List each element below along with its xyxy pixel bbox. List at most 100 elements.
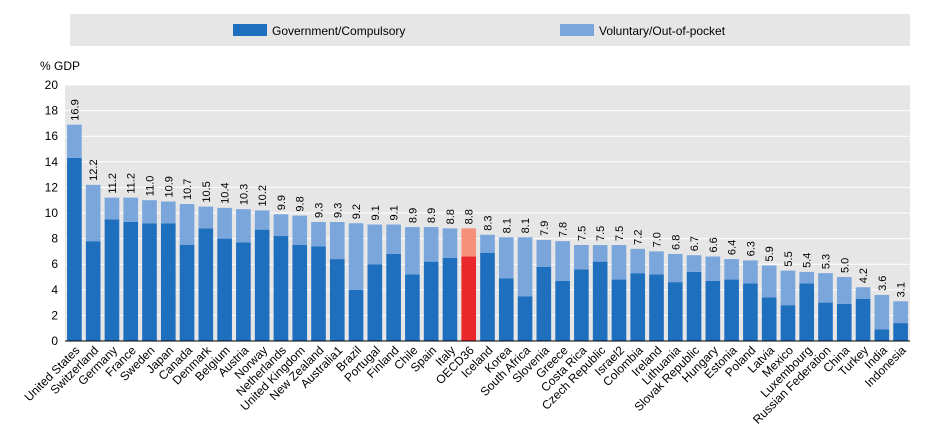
bar-voluntary-4 (123, 197, 139, 222)
bar-voluntary-16 (348, 223, 364, 290)
bar-government-32 (649, 274, 664, 341)
bar-voluntary-37 (743, 260, 758, 284)
bar-government-21 (442, 257, 458, 341)
bar-voluntary-44 (874, 294, 890, 330)
bar-voluntary-8 (198, 206, 214, 229)
value-label: 9.9 (276, 195, 288, 210)
value-label: 7.9 (539, 221, 551, 236)
legend-box (70, 14, 910, 46)
bar-government-24 (498, 278, 514, 341)
value-label: 7.2 (633, 230, 645, 245)
bar-voluntary-34 (686, 255, 702, 272)
value-label: 8.8 (445, 209, 457, 224)
bar-government-39 (780, 305, 796, 341)
value-label: 10.7 (182, 179, 194, 200)
value-label: 9.2 (351, 204, 363, 219)
y-tick-label: 8 (51, 232, 58, 246)
legend-label-voluntary: Voluntary/Out-of-pocket (599, 24, 726, 38)
value-label: 10.5 (201, 181, 213, 202)
bar-voluntary-38 (761, 265, 777, 298)
bar-government-20 (423, 261, 439, 341)
value-label: 9.8 (295, 196, 307, 211)
value-label: 5.9 (764, 246, 776, 261)
bar-government-11 (254, 229, 270, 341)
value-label: 8.1 (501, 218, 513, 233)
value-label: 4.2 (858, 268, 870, 283)
bar-voluntary-18 (386, 224, 401, 254)
bar-voluntary-43 (855, 287, 871, 299)
bar-voluntary-1 (67, 124, 82, 158)
value-label: 6.8 (670, 235, 682, 250)
bar-government-12 (273, 236, 289, 341)
bar-government-29 (592, 261, 608, 341)
value-label: 8.1 (520, 218, 532, 233)
bar-voluntary-7 (179, 204, 195, 245)
bar-voluntary-22 (461, 228, 477, 257)
y-tick-label: 18 (45, 104, 59, 118)
bar-government-6 (160, 223, 176, 341)
value-label: 8.9 (426, 208, 438, 223)
value-label: 6.3 (745, 241, 757, 256)
bar-government-17 (367, 264, 383, 341)
bar-voluntary-9 (217, 207, 232, 239)
bar-government-7 (179, 245, 195, 341)
bar-government-2 (85, 241, 101, 341)
bar-voluntary-31 (630, 248, 646, 274)
bar-government-31 (630, 273, 646, 341)
bar-government-16 (348, 289, 364, 341)
bar-government-35 (705, 280, 721, 341)
bar-voluntary-3 (104, 197, 120, 220)
value-label: 12.2 (88, 159, 100, 180)
bar-voluntary-6 (160, 201, 176, 224)
bar-voluntary-26 (536, 239, 552, 267)
legend: Government/Compulsory Voluntary/Out-of-p… (70, 14, 910, 46)
legend-swatch-voluntary (560, 24, 594, 36)
bar-voluntary-33 (667, 253, 683, 283)
y-tick-label: 0 (51, 334, 58, 348)
bar-voluntary-15 (329, 221, 345, 260)
y-tick-label: 16 (45, 129, 59, 143)
value-label: 5.4 (802, 253, 814, 268)
value-label: 9.1 (370, 205, 382, 220)
y-tick-label: 2 (51, 308, 58, 322)
bar-voluntary-17 (367, 224, 383, 265)
value-label: 8.8 (464, 209, 476, 224)
value-label: 6.6 (708, 237, 720, 252)
bar-voluntary-14 (311, 221, 326, 247)
y-tick-label: 10 (45, 206, 59, 220)
bar-voluntary-40 (799, 271, 815, 284)
bar-voluntary-41 (818, 273, 833, 303)
bar-voluntary-45 (893, 301, 908, 324)
bar-government-43 (855, 298, 871, 341)
bar-voluntary-36 (724, 259, 739, 280)
bar-government-38 (761, 297, 777, 341)
bar-voluntary-19 (405, 227, 420, 275)
value-label: 9.3 (332, 203, 344, 218)
value-label: 7.0 (652, 232, 664, 247)
bar-government-41 (818, 302, 833, 341)
value-label: 7.5 (595, 226, 607, 241)
value-label: 5.5 (783, 251, 795, 266)
value-label: 9.3 (314, 203, 326, 218)
value-label: 11.2 (126, 173, 138, 194)
value-label: 10.2 (257, 185, 269, 206)
bar-voluntary-35 (705, 256, 721, 281)
bar-government-8 (198, 228, 214, 341)
bar-government-4 (123, 221, 139, 341)
bar-government-15 (329, 259, 345, 341)
bar-government-5 (142, 223, 157, 341)
value-label: 7.5 (614, 226, 626, 241)
y-tick-label: 14 (45, 155, 59, 169)
value-label: 5.0 (839, 258, 851, 273)
bar-voluntary-42 (836, 277, 852, 304)
value-label: 8.9 (407, 208, 419, 223)
bar-voluntary-24 (498, 237, 514, 279)
bar-voluntary-13 (292, 215, 308, 245)
value-label: 8.3 (483, 215, 495, 230)
bar-voluntary-10 (236, 209, 251, 243)
y-tick-label: 20 (45, 78, 59, 92)
value-label: 11.2 (107, 173, 119, 194)
value-label: 10.4 (220, 182, 232, 203)
